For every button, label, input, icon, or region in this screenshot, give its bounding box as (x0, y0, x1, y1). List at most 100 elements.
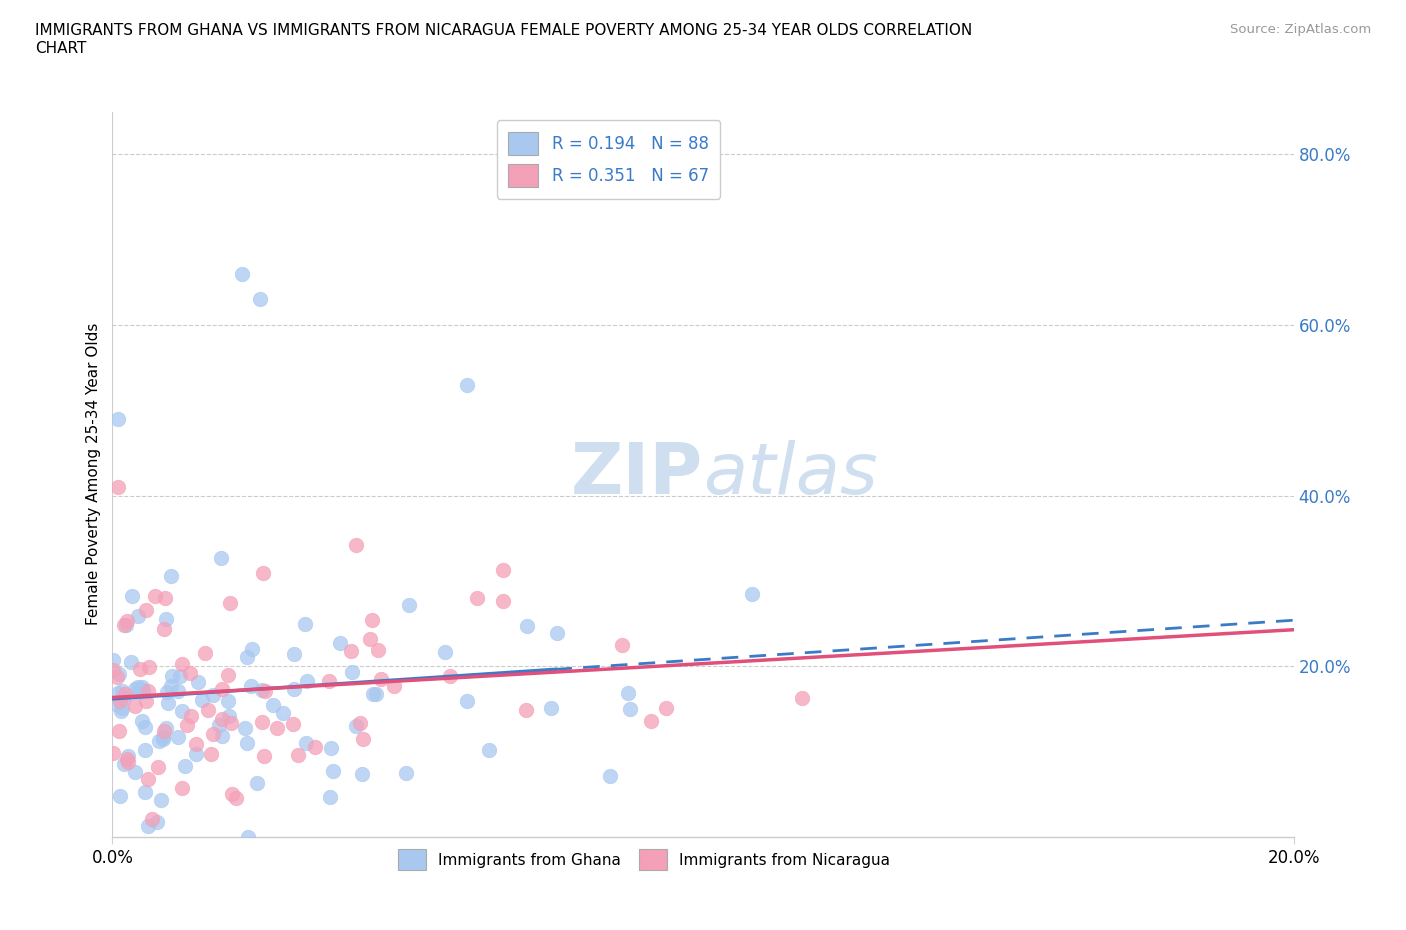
Point (741, 587, 763, 602)
Point (134, 784, 156, 799)
Point (103, 746, 125, 761)
Point (252, 683, 274, 698)
Point (135, 603, 157, 618)
Point (328, 636, 350, 651)
Point (148, 734, 170, 749)
Point (136, 772, 159, 787)
Point (655, 701, 678, 716)
Legend: Immigrants from Ghana, Immigrants from Nicaragua: Immigrants from Ghana, Immigrants from N… (392, 843, 896, 876)
Point (266, 721, 288, 736)
Text: ZIP: ZIP (571, 440, 703, 509)
Point (254, 684, 277, 698)
Point (167, 684, 190, 698)
Point (107, 686, 129, 701)
Point (340, 665, 363, 680)
Point (112, 690, 135, 705)
Point (121, 588, 143, 603)
Point (790, 690, 813, 705)
Point (294, 617, 316, 631)
Point (640, 713, 662, 728)
Point (516, 618, 538, 633)
Point (145, 815, 167, 830)
Point (107, 724, 129, 738)
Point (155, 611, 177, 626)
Point (395, 765, 418, 780)
Point (283, 682, 305, 697)
Point (150, 792, 173, 807)
Point (217, 668, 239, 683)
Point (211, 729, 233, 744)
Point (134, 742, 156, 757)
Point (283, 646, 305, 661)
Point (304, 739, 326, 754)
Point (540, 700, 562, 715)
Point (239, 679, 262, 694)
Point (110, 703, 132, 718)
Point (382, 679, 405, 694)
Point (159, 568, 181, 583)
Point (131, 683, 153, 698)
Point (145, 588, 167, 603)
Point (250, 714, 273, 729)
Point (439, 669, 461, 684)
Point (108, 666, 131, 681)
Point (197, 702, 219, 717)
Point (344, 718, 367, 733)
Point (202, 727, 225, 742)
Point (492, 563, 515, 578)
Point (617, 685, 640, 700)
Point (370, 671, 392, 686)
Point (179, 665, 201, 680)
Point (111, 684, 134, 698)
Point (124, 764, 146, 779)
Point (236, 736, 259, 751)
Point (515, 702, 537, 717)
Point (249, 292, 271, 307)
Point (124, 698, 146, 713)
Point (136, 819, 159, 834)
Point (349, 716, 371, 731)
Point (240, 642, 263, 657)
Point (433, 645, 456, 660)
Point (103, 662, 125, 677)
Point (221, 786, 243, 801)
Point (103, 653, 125, 668)
Point (117, 755, 139, 770)
Point (152, 731, 174, 746)
Point (217, 694, 239, 709)
Point (233, 721, 256, 736)
Point (115, 618, 138, 632)
Point (120, 654, 142, 669)
Point (546, 626, 568, 641)
Point (359, 631, 381, 646)
Point (135, 693, 157, 708)
Point (107, 480, 129, 495)
Point (318, 673, 340, 688)
Point (112, 618, 135, 632)
Point (218, 709, 240, 724)
Point (152, 621, 174, 636)
Point (319, 790, 342, 804)
Point (172, 781, 194, 796)
Point (231, 266, 253, 281)
Point (160, 669, 183, 684)
Point (169, 669, 191, 684)
Point (211, 711, 233, 726)
Point (287, 748, 309, 763)
Point (124, 681, 146, 696)
Point (367, 643, 389, 658)
Point (107, 411, 129, 426)
Point (295, 673, 318, 688)
Point (209, 551, 232, 565)
Point (152, 730, 174, 745)
Point (619, 701, 641, 716)
Point (117, 613, 139, 628)
Point (129, 685, 152, 700)
Point (361, 686, 384, 701)
Point (186, 737, 208, 751)
Point (114, 686, 136, 701)
Point (108, 789, 131, 804)
Y-axis label: Female Poverty Among 25-34 Year Olds: Female Poverty Among 25-34 Year Olds (86, 323, 101, 626)
Point (112, 756, 135, 771)
Point (127, 609, 149, 624)
